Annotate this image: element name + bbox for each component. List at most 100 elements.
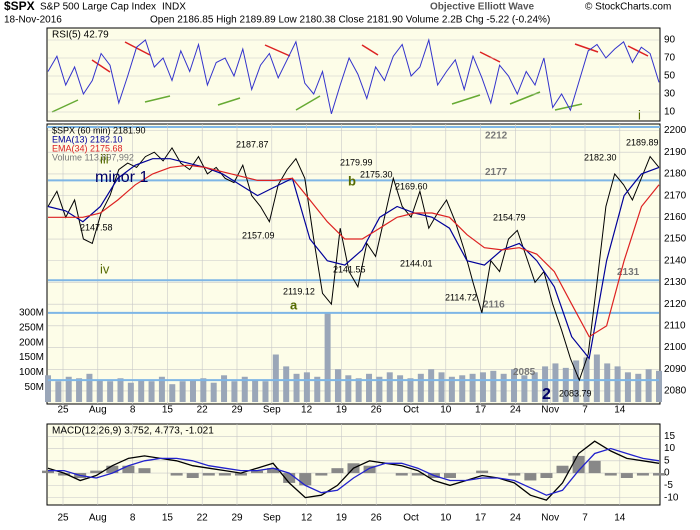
legend-entry: $SPX (60 min) 2181.90 xyxy=(52,125,146,135)
annotation: 2083.79 xyxy=(559,388,592,398)
series-line xyxy=(48,447,660,496)
volume-bar xyxy=(376,376,383,402)
volume-tick-label: 100M xyxy=(19,367,44,378)
y-tick-label: 2170 xyxy=(664,190,687,201)
volume-bar xyxy=(490,370,497,402)
annotation: 2179.99 xyxy=(340,157,373,167)
annotation: 2154.79 xyxy=(493,212,526,222)
x-tick-label: 29 xyxy=(231,513,243,524)
y-tick-label: 2080 xyxy=(664,386,687,397)
level-label: 2177 xyxy=(485,167,508,178)
x-tick-label: Oct xyxy=(403,513,419,524)
x-tick-label: 7 xyxy=(582,513,588,524)
index-name: S&P 500 Large Cap Index xyxy=(40,2,156,13)
x-tick-label: 17 xyxy=(475,405,487,416)
x-tick-label: Sep xyxy=(263,513,281,524)
histogram-bar xyxy=(588,460,601,474)
volume-bar xyxy=(169,384,176,402)
x-tick-label: Aug xyxy=(89,513,107,524)
histogram-bar xyxy=(218,473,231,476)
x-tick-label: 7 xyxy=(582,405,588,416)
volume-bar xyxy=(500,373,507,402)
volume-bar xyxy=(428,369,435,402)
y-tick-label: -10 xyxy=(664,492,679,503)
histogram-bar xyxy=(315,473,328,476)
volume-bar xyxy=(158,376,165,402)
annotation: 2175.30 xyxy=(360,169,393,179)
volume-bar xyxy=(189,379,196,402)
y-tick-label: 2180 xyxy=(664,169,687,180)
volume-bar xyxy=(272,354,279,402)
y-tick-label: 5 xyxy=(664,455,670,466)
histogram-bar xyxy=(106,465,119,474)
histogram-bar xyxy=(620,473,633,478)
x-tick-label: 22 xyxy=(197,405,209,416)
volume-bar xyxy=(138,379,145,402)
volume-bar xyxy=(179,381,186,402)
volume-bar xyxy=(386,372,393,402)
x-tick-label: 29 xyxy=(231,405,243,416)
x-tick-label: 25 xyxy=(57,405,69,416)
x-tick-label: 15 xyxy=(162,405,174,416)
x-tick-label: 24 xyxy=(510,513,522,524)
level-label: 2085 xyxy=(513,367,536,378)
histogram-bar xyxy=(202,473,215,476)
y-tick-label: 2090 xyxy=(664,364,687,375)
volume-bar xyxy=(645,369,652,402)
annotation: b xyxy=(348,173,356,188)
volume-bar xyxy=(45,375,51,402)
volume-bar xyxy=(511,369,518,402)
y-tick-label: 10 xyxy=(664,443,676,454)
annotation: 2114.72 xyxy=(445,292,477,302)
legend-entry: EMA(34) 2175.68 xyxy=(52,143,123,153)
x-tick-label: Nov xyxy=(541,513,559,524)
volume-bar xyxy=(438,372,445,402)
volume-bar xyxy=(417,373,424,402)
y-tick-label: 2100 xyxy=(664,342,687,353)
x-tick-label: 8 xyxy=(130,513,136,524)
rsi-label: RSI(5) 42.79 xyxy=(52,30,109,41)
histogram-bar xyxy=(411,473,424,476)
divergence-lines xyxy=(51,41,649,113)
volume-bar xyxy=(86,373,93,402)
histogram-bar xyxy=(138,468,151,474)
y-tick-label: 2140 xyxy=(664,255,687,266)
x-tick-label: 26 xyxy=(371,513,383,524)
histogram-bar xyxy=(58,473,71,476)
annotation: 2182.30 xyxy=(584,152,617,162)
volume-bar xyxy=(355,378,362,402)
y-tick-label: 2150 xyxy=(664,234,687,245)
volume-bar xyxy=(573,360,580,402)
quote: Open 2186.85 High 2189.89 Low 2180.38 Cl… xyxy=(150,15,550,26)
legend-entry: Volume 113,897,992 xyxy=(52,152,134,162)
volume-bar xyxy=(604,363,611,402)
volume-bar xyxy=(397,375,404,402)
volume-bar xyxy=(65,376,72,402)
histogram-bar xyxy=(283,473,296,483)
x-tick-label: 24 xyxy=(510,405,522,416)
x-tick-label: 10 xyxy=(440,513,452,524)
histogram-bar xyxy=(524,473,537,481)
annotation: 2169.60 xyxy=(395,181,428,191)
annotation: a xyxy=(290,297,298,312)
volume-bar xyxy=(127,382,134,402)
price-panel xyxy=(46,123,661,405)
y-tick-label: 2110 xyxy=(664,321,686,332)
annotation: 2212 xyxy=(485,131,508,142)
y-tick-label: 50 xyxy=(664,71,676,82)
x-tick-label: 19 xyxy=(336,405,348,416)
series-line xyxy=(48,164,660,338)
x-tick-label: 22 xyxy=(197,513,209,524)
volume-bar xyxy=(252,379,259,402)
level-label: 2131 xyxy=(617,267,640,278)
histogram-bar xyxy=(299,473,312,486)
volume-bar xyxy=(552,363,559,402)
annotation: 2157.09 xyxy=(242,230,275,240)
histogram-bar xyxy=(395,473,408,476)
histogram-bar xyxy=(653,473,665,476)
y-tick-label: 2130 xyxy=(664,277,687,288)
x-tick-label: 12 xyxy=(301,405,313,416)
volume-bar xyxy=(334,369,341,402)
histogram-bar xyxy=(540,473,553,478)
